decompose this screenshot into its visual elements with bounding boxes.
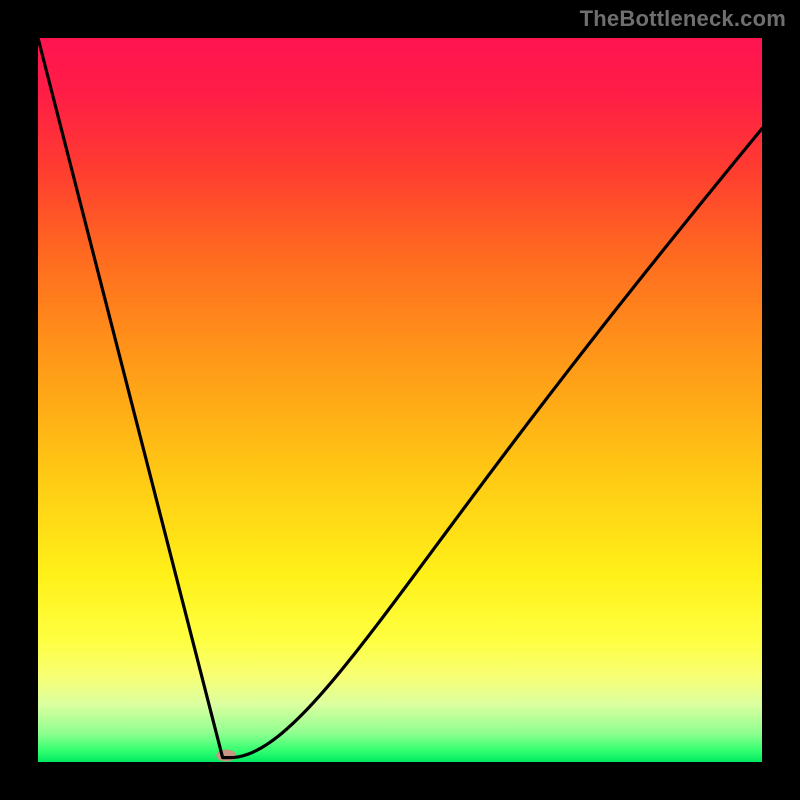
- watermark-text: TheBottleneck.com: [580, 6, 786, 32]
- plot-background-gradient: [38, 38, 762, 762]
- bottleneck-marker: [216, 749, 236, 761]
